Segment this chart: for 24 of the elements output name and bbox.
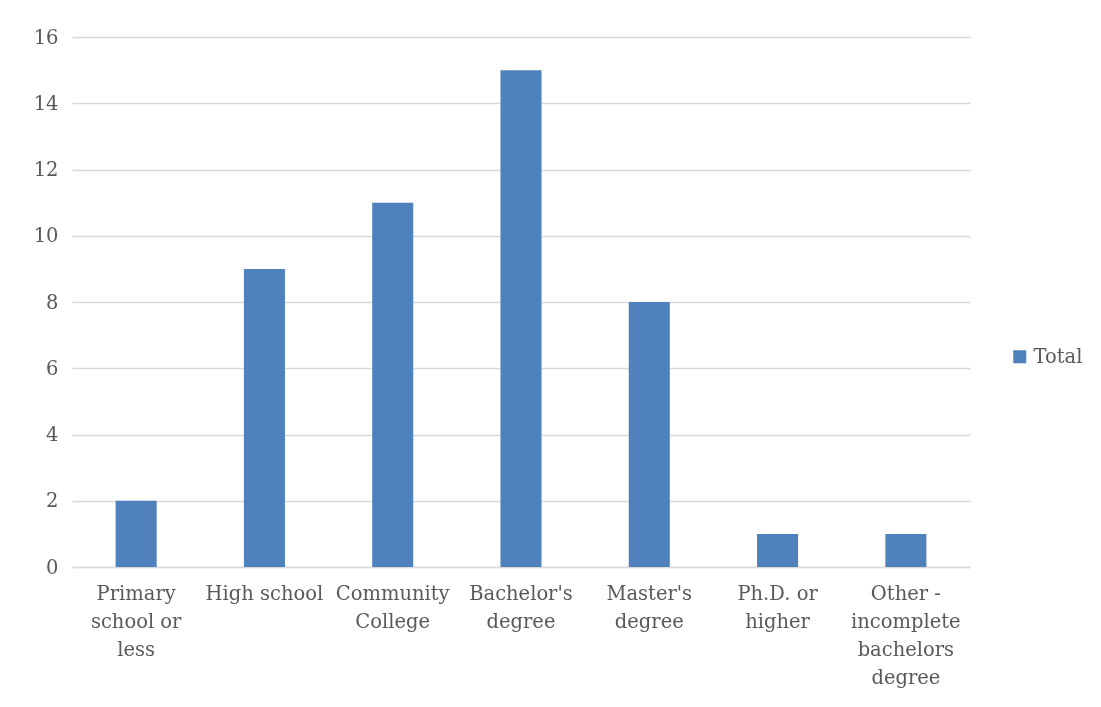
- x-tick-label: Ph.D. or higher: [737, 581, 819, 633]
- x-tick-label: Primary school or less: [90, 581, 183, 661]
- y-tick-label: 0: [46, 555, 59, 579]
- x-tick-label: Master's degree: [606, 581, 693, 633]
- bar: [885, 533, 927, 567]
- bar: [243, 268, 285, 567]
- bar: [115, 500, 157, 567]
- y-tick-label: 10: [33, 224, 59, 248]
- y-tick-label: 4: [46, 423, 59, 446]
- x-tick-label: Other - incomplete bachelors degree: [851, 581, 961, 689]
- y-tick-label: 12: [33, 158, 59, 181]
- bar: [372, 202, 414, 567]
- y-tick-label: 6: [46, 356, 59, 380]
- y-tick-label: 8: [46, 290, 59, 314]
- legend-label: Total: [1033, 344, 1083, 368]
- x-tick-label: High school: [205, 581, 324, 605]
- bar: [757, 533, 799, 567]
- x-tick-label: Bachelor's degree: [469, 581, 573, 633]
- y-tick-label: 14: [33, 91, 59, 115]
- bar: [628, 302, 670, 567]
- y-tick-label: 16: [33, 25, 59, 49]
- bar: [500, 70, 542, 567]
- y-tick-label: 2: [46, 489, 59, 513]
- x-tick-label: Community College: [335, 581, 450, 633]
